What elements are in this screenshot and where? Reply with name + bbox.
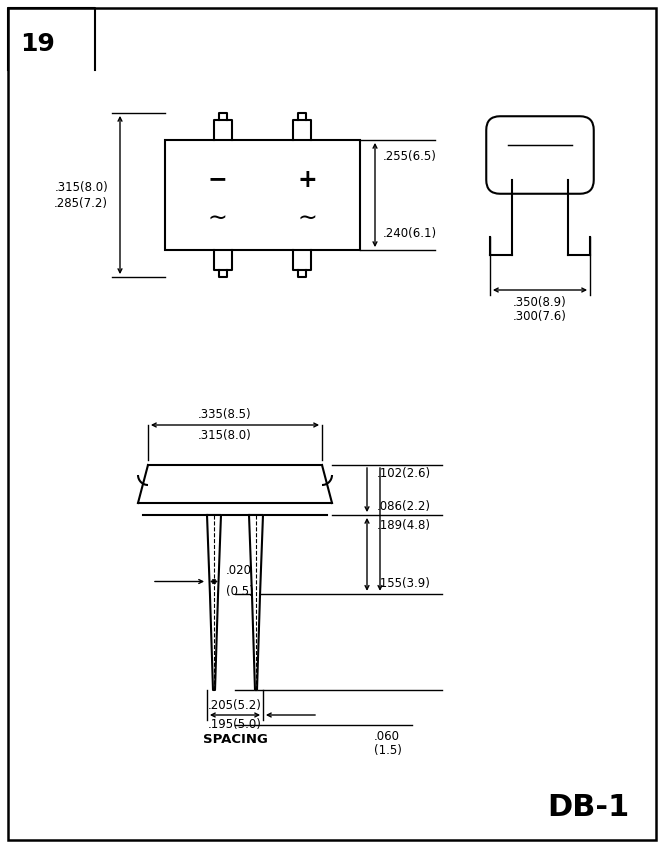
Bar [165,140,360,250]
Text: .020: .020 [226,565,252,577]
Text: 19: 19 [20,32,55,56]
Text: .155(3.9): .155(3.9) [377,577,431,589]
Text: .205(5.2): .205(5.2) [208,699,262,712]
Text: .189(4.8): .189(4.8) [377,519,431,532]
Text: (1.5): (1.5) [374,744,402,757]
Text: .300(7.6): .300(7.6) [513,310,567,323]
Text: .285(7.2): .285(7.2) [54,197,108,209]
Text: .335(8.5): .335(8.5) [198,408,252,421]
Text: .350(8.9): .350(8.9) [513,296,567,309]
Polygon shape [249,515,263,690]
Text: ∼: ∼ [208,207,228,232]
Text: .060: .060 [374,730,400,743]
Text: ∼: ∼ [297,207,317,232]
Polygon shape [207,515,221,690]
Text: −: − [208,168,228,192]
Text: +: + [297,168,317,192]
Text: SPACING: SPACING [203,733,268,746]
Text: DB-1: DB-1 [548,794,630,823]
Text: .102(2.6): .102(2.6) [377,467,431,480]
Text: .240(6.1): .240(6.1) [383,227,437,240]
Text: (0.5): (0.5) [226,585,254,599]
Text: .086(2.2): .086(2.2) [377,500,431,513]
Text: .255(6.5): .255(6.5) [383,150,437,163]
Text: .315(8.0): .315(8.0) [198,429,252,442]
Text: .195(5.0): .195(5.0) [208,718,262,731]
Text: .315(8.0): .315(8.0) [54,181,108,193]
